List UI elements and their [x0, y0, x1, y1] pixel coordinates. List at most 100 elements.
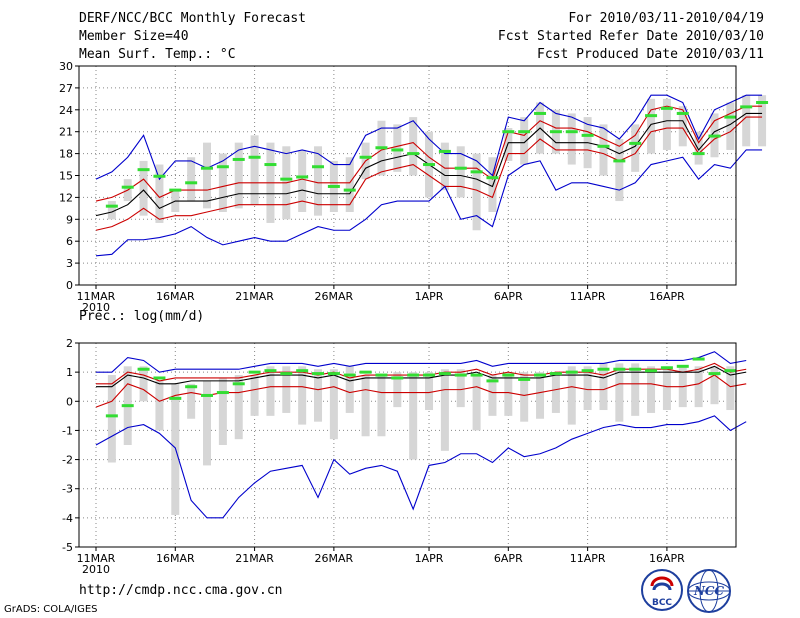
series-max-line — [96, 351, 747, 373]
spread-box — [694, 131, 703, 165]
x-tick-label: 11MAR — [77, 290, 116, 303]
x-year-label: 2010 — [82, 563, 110, 576]
spread-box — [599, 124, 608, 176]
spread-box — [139, 160, 148, 216]
y-tick-label: 27 — [59, 82, 73, 95]
spread-box — [234, 142, 243, 209]
temperature-panel: 0 3 6 9 12 15 18 21 24 27 30 11MAR 16MAR 21MAR 26MAR 1A… — [59, 60, 769, 314]
x-tick-label: 26MAR — [315, 552, 354, 565]
bcc-logo-icon: BCC — [641, 569, 683, 611]
spread-box — [218, 153, 227, 212]
y-tick-label: 3 — [66, 257, 73, 270]
series-lower-line — [95, 116, 763, 231]
y-tick-label: 21 — [59, 126, 73, 139]
spread-box — [425, 372, 434, 411]
spread-box — [647, 98, 656, 154]
x-tick-label: 26MAR — [315, 290, 354, 303]
spread-box — [187, 157, 196, 202]
x-tick-label: 6APR — [494, 290, 523, 303]
spread-box — [742, 95, 751, 147]
x-tick-label: 16MAR — [156, 552, 195, 565]
spread-box — [615, 139, 624, 202]
y-tick-label: 24 — [59, 104, 73, 117]
x-tick-label: 16APR — [649, 290, 685, 303]
forecast-start-date: Fcst Started Refer Date 2010/03/10 — [497, 29, 764, 44]
series-min-line — [95, 149, 763, 257]
y-tick-label: -4 — [62, 512, 73, 525]
y-tick-label: 9 — [66, 213, 73, 226]
spread-box — [393, 372, 402, 408]
spread-box — [710, 366, 719, 405]
series-min-line — [95, 415, 747, 519]
spread-box — [472, 375, 481, 431]
spread-box — [314, 369, 323, 422]
spread-box — [250, 135, 259, 205]
y-tick-label: -3 — [62, 483, 73, 496]
spread-box — [409, 372, 418, 460]
x-tick-label: 1APR — [415, 552, 444, 565]
spread-box — [726, 366, 735, 411]
spread-box — [536, 372, 545, 419]
spread-box — [599, 363, 608, 411]
y-tick-label: -5 — [62, 541, 73, 554]
x-tick-label: 1APR — [415, 290, 444, 303]
precipitation-panel: -5 -4 -3 -2 -1 0 1 2 11MAR 16MAR 21MAR 26MAR 1APR 6AP… — [62, 337, 747, 576]
forecast-period: For 2010/03/11-2010/04/19 — [568, 11, 764, 26]
spread-box — [107, 375, 116, 463]
spread-box — [409, 117, 418, 176]
y-tick-label: -2 — [62, 454, 73, 467]
spread-box — [314, 146, 323, 216]
bcc-logo-text: BCC — [652, 598, 672, 608]
ncc-logo: NCC — [686, 568, 732, 618]
spread-box — [551, 372, 560, 413]
spread-box — [520, 117, 529, 165]
spread-box — [218, 377, 227, 445]
spread-box — [567, 366, 576, 425]
spread-box — [155, 380, 164, 431]
y-tick-label: 18 — [59, 148, 73, 161]
source-url[interactable]: http://cmdp.ncc.cma.gov.cn — [79, 583, 283, 598]
x-tick-label: 6APR — [494, 552, 523, 565]
precip-panel-title: Prec.: log(mm/d) — [79, 309, 205, 324]
spread-box — [456, 369, 465, 408]
spread-box — [298, 366, 307, 425]
spread-box — [694, 366, 703, 408]
spread-box — [345, 366, 354, 413]
spread-box — [758, 95, 767, 147]
spread-box — [726, 102, 735, 150]
spread-box — [567, 113, 576, 165]
spread-box — [488, 375, 497, 416]
spread-box — [488, 157, 497, 212]
y-tick-label: 2 — [66, 337, 73, 350]
spread-box — [662, 98, 671, 150]
ncc-logo-text: NCC — [693, 584, 725, 598]
spread-box — [472, 153, 481, 231]
forecast-produced-date: Fcst Produced Date 2010/03/11 — [537, 47, 764, 62]
member-size-label: Member Size=40 — [79, 29, 189, 44]
spread-box — [298, 149, 307, 212]
spread-box — [107, 201, 116, 220]
spread-box — [234, 375, 243, 440]
x-tick-label: 11APR — [570, 290, 606, 303]
y-tick-label: 12 — [59, 191, 73, 204]
series-mean-line — [96, 365, 747, 388]
x-year-label: 2010 — [82, 301, 110, 314]
spread-box — [647, 366, 656, 413]
y-tick-label: -1 — [62, 424, 73, 437]
spread-box — [155, 164, 164, 223]
spread-box — [678, 106, 687, 147]
bcc-logo: BCC — [640, 568, 684, 616]
x-tick-label: 11APR — [570, 552, 606, 565]
spread-box — [440, 369, 449, 451]
x-tick-label: 21MAR — [235, 552, 274, 565]
spread-box — [520, 372, 529, 422]
y-tick-label: 30 — [59, 60, 73, 73]
spread-box — [583, 366, 592, 411]
spread-box — [203, 142, 212, 209]
spread-box — [504, 128, 513, 161]
series-upper-line — [95, 105, 763, 202]
spread-box — [282, 366, 291, 413]
spread-box — [615, 363, 624, 422]
grads-credit: GrADS: COLA/IGES — [4, 604, 98, 615]
